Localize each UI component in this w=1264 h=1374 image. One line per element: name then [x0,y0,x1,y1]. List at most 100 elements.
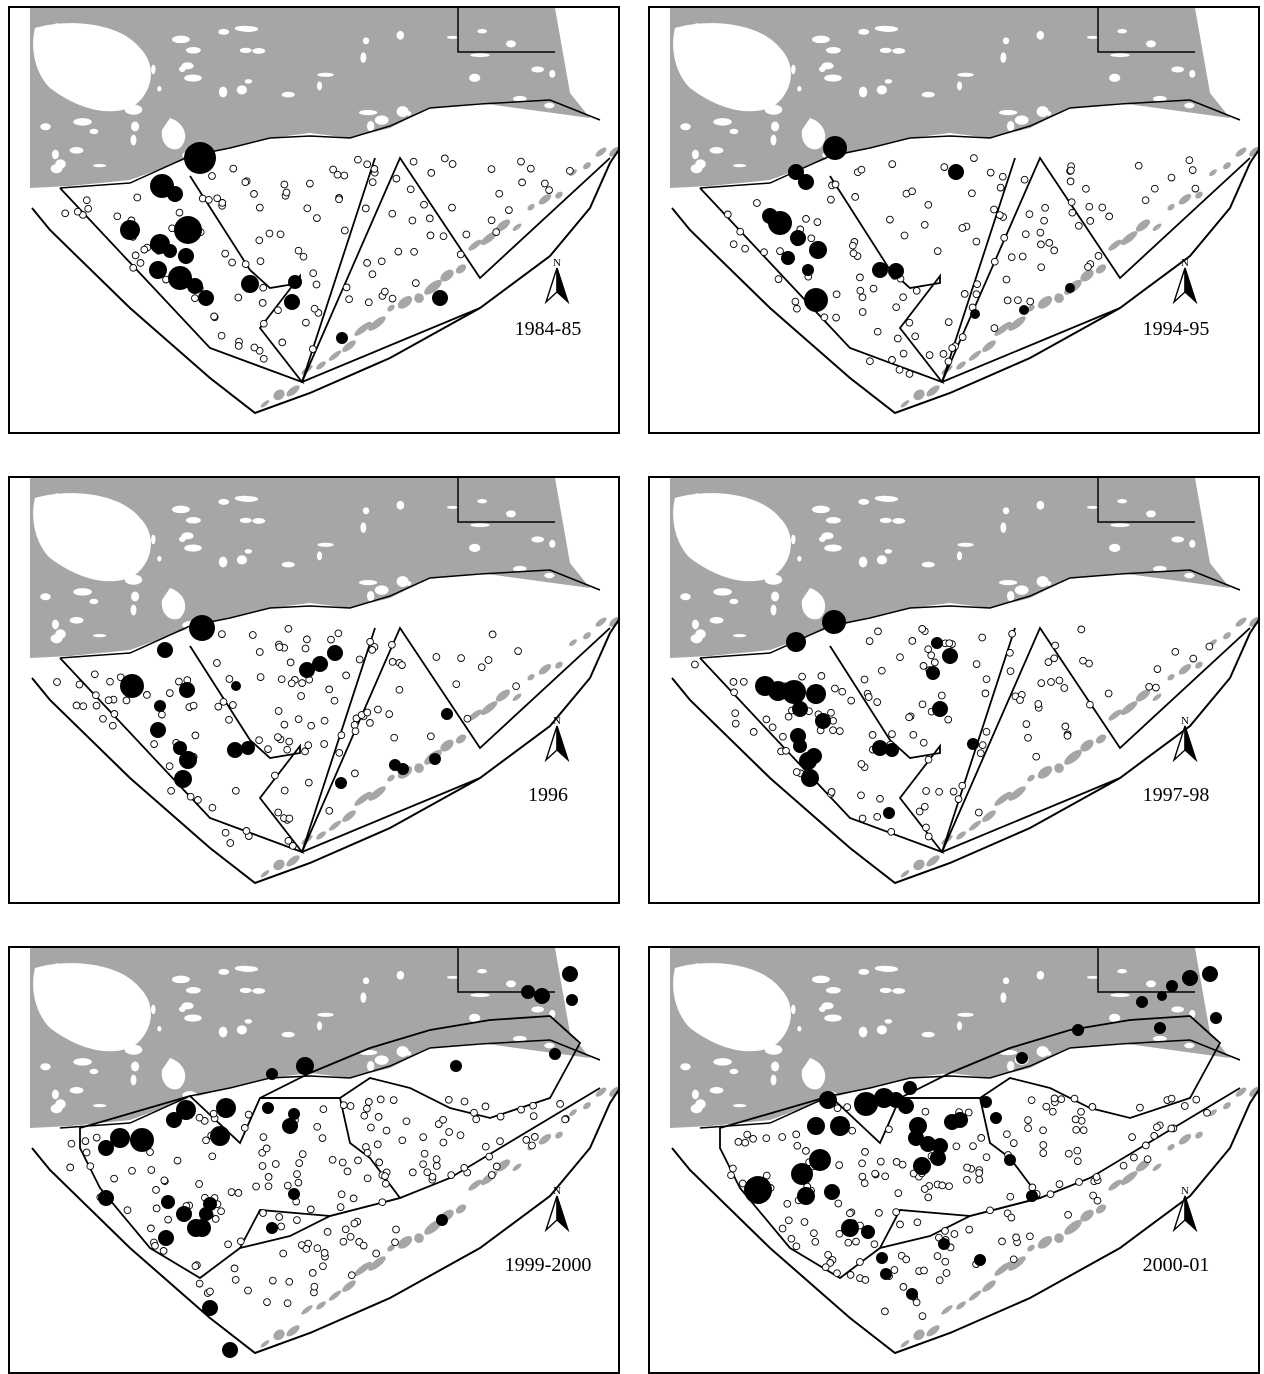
year-label: 1984-85 [514,318,582,340]
absence-site [244,1286,252,1295]
absence-site [827,708,835,717]
absence-site [912,286,921,295]
absence-site [1039,1126,1047,1135]
absence-site [186,792,195,801]
water-patch [288,1088,301,1095]
presence-site [176,1100,196,1120]
absence-site [545,186,553,194]
absence-site [1188,166,1197,174]
water-patch [51,619,59,630]
keys-islands [260,146,618,408]
absence-site [313,1244,322,1253]
basin-boundary-central [301,627,376,853]
water-patch [239,517,252,524]
presence-site [885,743,899,757]
absence-site [858,814,867,823]
absence-site [1075,1178,1083,1186]
absence-site [460,1163,469,1172]
presence-site [441,708,453,720]
presence-site [790,230,806,246]
absence-site [217,1207,225,1216]
presence-site [824,1184,840,1200]
absence-site [998,172,1007,181]
absence-site [191,731,200,740]
presence-site [806,748,822,764]
absence-site [919,662,928,670]
key-island [286,1325,300,1337]
key-island [368,1256,386,1271]
basin-boundary-south [239,1087,601,1249]
presence-site [830,1116,850,1136]
water-patch [811,505,830,514]
absence-site [108,721,117,730]
absence-site [729,678,738,686]
water-patch [396,30,405,40]
absence-site [1077,1107,1085,1116]
absence-site [866,357,874,366]
absence-site [351,727,360,736]
absence-site [813,218,822,226]
map-panel-1997-98: N 1997-98 [648,476,1260,904]
absence-site [276,230,285,239]
absence-site [287,679,296,688]
presence-site [809,1149,831,1171]
absence-site [1088,1103,1097,1111]
absence-site [876,1157,885,1166]
absence-site [380,287,389,296]
key-island [455,264,467,274]
absence-site [865,637,874,645]
presence-site [161,1195,175,1209]
water-patch [1002,507,1010,515]
absence-site [242,827,251,835]
presence-site [804,288,828,312]
absence-site [463,714,472,723]
water-patch [797,1026,802,1032]
absence-site [968,189,976,198]
basin-boundary-east [941,156,1251,383]
absence-site [195,1113,204,1122]
absence-site [977,1134,986,1142]
key-island [1108,1179,1122,1191]
water-patch [691,149,699,160]
island [161,1058,186,1090]
water-patch [73,118,92,126]
absence-site [342,283,351,292]
absence-site [198,194,207,203]
absence-site [857,165,866,174]
key-island [286,385,300,397]
water-patch [234,495,253,502]
absence-site [143,691,151,699]
absence-site [924,200,933,209]
absence-site [219,697,228,706]
absence-site [75,680,84,689]
key-island [328,820,342,831]
water-patch [858,498,870,505]
water-patch [824,1014,842,1022]
key-island [538,193,552,205]
key-island [414,763,424,773]
key-island [495,219,511,232]
key-island [316,1301,326,1310]
water-patch [360,52,367,63]
absence-site [303,635,311,644]
key-island [354,321,372,336]
absence-site [419,1133,428,1141]
park-boundary [457,478,555,523]
absence-site [749,1134,757,1143]
water-patch [791,1004,796,1015]
absence-site [445,1128,453,1136]
north-arrow-icon: N [1170,1184,1200,1232]
absence-site [857,791,865,800]
water-patch [1038,129,1050,136]
absence-site [350,721,359,729]
absence-site [941,1227,949,1235]
absence-site [1153,1123,1161,1132]
water-patch [130,1074,137,1086]
absence-site [309,269,318,278]
absence-site [481,1142,490,1151]
absence-site [104,696,113,705]
absence-site [325,685,334,694]
presence-site [178,248,194,264]
absence-site [827,195,835,204]
absence-site [1092,1173,1101,1181]
